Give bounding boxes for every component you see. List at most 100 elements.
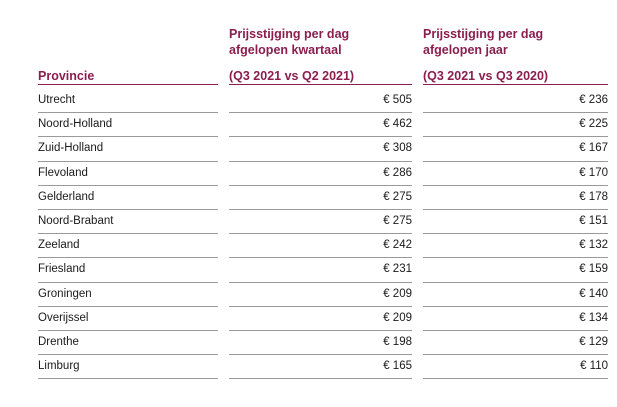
quarter-increase-cell: € 308 — [383, 142, 412, 155]
province-row-rule — [38, 184, 218, 186]
table-row: Gelderland € 275 € 178 — [38, 186, 608, 210]
province-cell: Drenthe — [38, 335, 79, 348]
quarter-increase-cell: € 505 — [383, 94, 412, 106]
year-row-rule — [423, 257, 608, 259]
quarter-row-rule — [229, 378, 412, 380]
quarter-row-rule — [229, 233, 412, 235]
table-row: Utrecht € 505 € 236 — [38, 89, 608, 114]
year-increase-cell: € 134 — [579, 311, 608, 324]
table-row: Noord-Holland € 462 € 225 — [38, 113, 608, 138]
table-header: Provincie Prijsstijging per dag afgelope… — [38, 26, 608, 86]
quarter-column-header: Prijsstijging per dag afgelopen kwartaal… — [229, 26, 412, 84]
quarter-increase-cell: € 231 — [383, 263, 412, 276]
year-row-rule — [423, 305, 608, 307]
province-row-rule — [38, 233, 218, 235]
year-header-line2: afgelopen jaar — [423, 43, 508, 57]
quarter-row-rule — [229, 184, 412, 186]
year-increase-cell: € 225 — [579, 118, 608, 131]
year-increase-cell: € 159 — [579, 263, 608, 276]
year-column-header: Prijsstijging per dag afgelopen jaar (Q3… — [423, 26, 608, 84]
quarter-header-line1: Prijsstijging per dag — [229, 27, 350, 41]
year-increase-cell: € 140 — [579, 287, 608, 300]
province-row-rule — [38, 329, 218, 331]
year-increase-cell: € 178 — [579, 190, 608, 203]
province-cell: Flevoland — [38, 166, 88, 179]
quarter-increase-cell: € 209 — [383, 287, 412, 300]
quarter-increase-cell: € 275 — [383, 190, 412, 203]
quarter-row-rule — [229, 305, 412, 307]
table-row: Limburg € 165 € 110 — [38, 355, 608, 380]
province-row-rule — [38, 208, 218, 210]
year-row-rule — [423, 208, 608, 210]
quarter-increase-cell: € 198 — [383, 335, 412, 348]
quarter-increase-cell: € 165 — [383, 360, 412, 373]
year-row-rule — [423, 378, 608, 380]
province-row-rule — [38, 378, 218, 380]
quarter-increase-cell: € 209 — [383, 311, 412, 324]
year-row-rule — [423, 233, 608, 235]
year-increase-cell: € 132 — [579, 239, 608, 252]
price-increase-table: Provincie Prijsstijging per dag afgelope… — [38, 26, 608, 380]
year-increase-cell: € 236 — [579, 94, 608, 106]
year-row-rule — [423, 160, 608, 162]
year-increase-cell: € 129 — [579, 335, 608, 348]
year-row-rule — [423, 281, 608, 283]
year-increase-cell: € 170 — [579, 166, 608, 179]
quarter-increase-cell: € 462 — [383, 118, 412, 131]
table-row: Flevoland € 286 € 170 — [38, 162, 608, 186]
quarter-header-rule — [229, 84, 412, 85]
quarter-row-rule — [229, 160, 412, 162]
year-row-rule — [423, 112, 608, 114]
province-row-rule — [38, 136, 218, 138]
quarter-row-rule — [229, 136, 412, 138]
province-cell: Zuid-Holland — [38, 142, 104, 155]
table-row: Drenthe € 198 € 129 — [38, 331, 608, 356]
year-row-rule — [423, 329, 608, 331]
quarter-row-rule — [229, 112, 412, 114]
quarter-header-line2: afgelopen kwartaal — [229, 43, 342, 57]
quarter-header-period: (Q3 2021 vs Q2 2021) — [229, 69, 355, 83]
province-cell: Friesland — [38, 263, 86, 276]
province-column-header: Provincie — [38, 68, 94, 84]
province-cell: Gelderland — [38, 190, 95, 203]
year-increase-cell: € 151 — [579, 214, 608, 227]
province-header-rule — [38, 84, 218, 85]
year-row-rule — [423, 184, 608, 186]
province-cell: Zeeland — [38, 239, 80, 252]
quarter-increase-cell: € 242 — [383, 239, 412, 252]
province-cell: Groningen — [38, 287, 92, 300]
quarter-increase-cell: € 275 — [383, 214, 412, 227]
province-row-rule — [38, 281, 218, 283]
year-row-rule — [423, 354, 608, 356]
province-cell: Noord-Brabant — [38, 214, 114, 227]
year-increase-cell: € 167 — [579, 142, 608, 155]
province-cell: Noord-Holland — [38, 118, 113, 131]
table-row: Overijssel € 209 € 134 — [38, 307, 608, 331]
province-cell: Utrecht — [38, 94, 76, 106]
quarter-row-rule — [229, 257, 412, 259]
quarter-row-rule — [229, 329, 412, 331]
province-row-rule — [38, 112, 218, 114]
table-row: Groningen € 209 € 140 — [38, 283, 608, 307]
province-cell: Overijssel — [38, 311, 89, 324]
table-row: Noord-Brabant € 275 € 151 — [38, 210, 608, 235]
table-row: Friesland € 231 € 159 — [38, 258, 608, 283]
year-header-rule — [423, 84, 608, 85]
table-body: Utrecht € 505 € 236 Noord-Holland € 462 € 225… — [38, 89, 608, 380]
province-header-label: Provincie — [38, 69, 95, 83]
table-row: Zuid-Holland € 308 € 167 — [38, 137, 608, 162]
quarter-row-rule — [229, 208, 412, 210]
year-increase-cell: € 110 — [580, 360, 608, 373]
quarter-row-rule — [229, 354, 412, 356]
province-row-rule — [38, 257, 218, 259]
quarter-row-rule — [229, 281, 412, 283]
province-row-rule — [38, 160, 218, 162]
province-cell: Limburg — [38, 360, 80, 373]
province-row-rule — [38, 305, 218, 307]
year-row-rule — [423, 136, 608, 138]
year-header-period: (Q3 2021 vs Q3 2020) — [423, 69, 549, 83]
province-row-rule — [38, 354, 218, 356]
quarter-increase-cell: € 286 — [383, 166, 412, 179]
table-row: Zeeland € 242 € 132 — [38, 234, 608, 259]
year-header-line1: Prijsstijging per dag — [423, 27, 544, 41]
